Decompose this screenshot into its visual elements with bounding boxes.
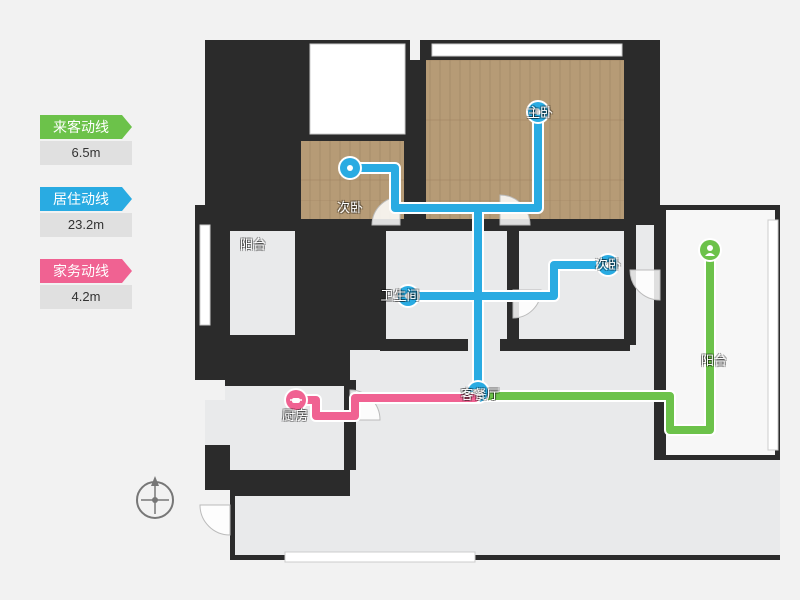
label-living_dining: 客餐厅 <box>450 384 510 403</box>
label-balcony_l: 阳台 <box>223 234 283 253</box>
label-second_bedroom_r: 次卧 <box>578 254 638 273</box>
label-kitchen: 厨房 <box>265 405 325 424</box>
label-second_bedroom_l: 次卧 <box>320 197 380 216</box>
label-balcony_r: 阳台 <box>684 350 744 369</box>
label-bathroom: 卫生间 <box>370 285 430 304</box>
label-master_bedroom: 主卧 <box>510 102 570 121</box>
room-主卧 <box>420 60 630 225</box>
